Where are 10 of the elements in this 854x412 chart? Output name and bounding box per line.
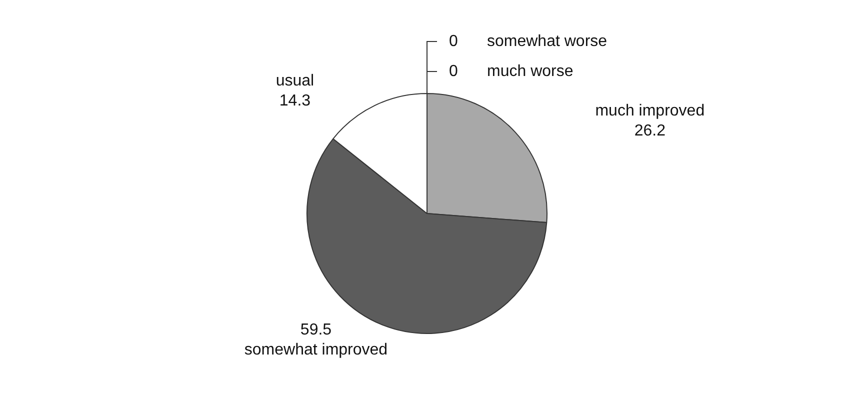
slice-label: much improved bbox=[595, 102, 705, 120]
data-label: 59.5 bbox=[300, 322, 332, 339]
slice-label: somewhat improved bbox=[244, 342, 388, 359]
text: 0 bbox=[449, 62, 458, 80]
data-label: 14.3 bbox=[279, 92, 311, 110]
category-label: much worse bbox=[487, 62, 574, 80]
category-label: somewhat worse bbox=[487, 32, 608, 50]
data-label: 26.2 bbox=[634, 122, 666, 140]
text: 0 bbox=[449, 32, 458, 50]
slice-label: usual bbox=[276, 72, 314, 90]
